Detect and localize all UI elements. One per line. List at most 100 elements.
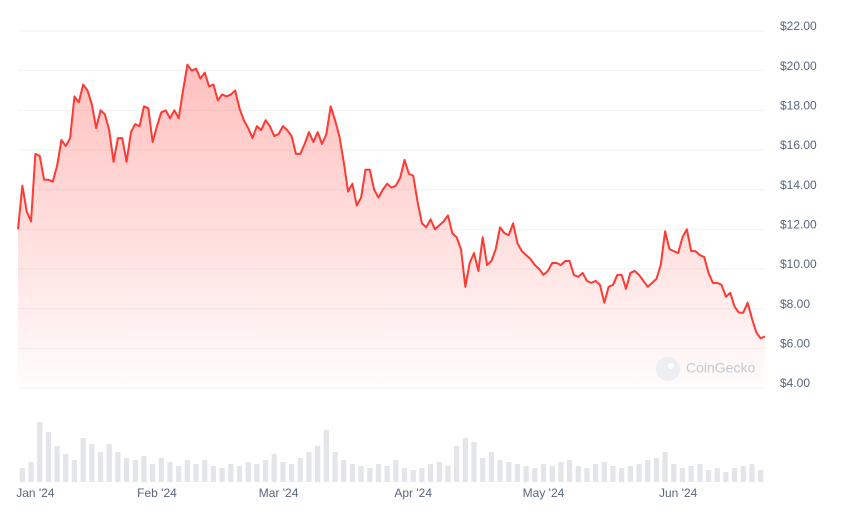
volume-bar [636, 464, 642, 482]
volume-bar [158, 458, 164, 482]
y-tick-label: $20.00 [780, 59, 817, 73]
y-tick-label: $22.00 [780, 19, 817, 33]
volume-bar [697, 464, 703, 482]
volume-bar [419, 468, 425, 482]
volume-bar [714, 468, 720, 482]
volume-bar [167, 462, 173, 482]
volume-bar [63, 454, 69, 482]
volume-bar [219, 468, 225, 482]
volume-bar [54, 446, 60, 482]
volume-bar [679, 468, 686, 482]
volume-bar [254, 464, 260, 482]
volume-bar [462, 438, 468, 482]
volume-bar [471, 442, 477, 482]
volume-bar [19, 468, 25, 482]
volume-bar [488, 452, 494, 482]
volume-bar [297, 458, 303, 482]
y-tick-label: $14.00 [780, 178, 817, 192]
volume-bar [89, 444, 95, 482]
volume-bar [584, 468, 590, 482]
y-tick-label: $8.00 [780, 297, 810, 311]
volume-bar [245, 462, 251, 482]
volume-bar [123, 458, 130, 482]
volume-bar [97, 452, 104, 482]
price-line [17, 63, 766, 340]
volume-bar [106, 444, 112, 482]
volume-bar [210, 466, 217, 482]
y-tick-label: $10.00 [780, 257, 817, 271]
x-tick-label: Feb '24 [137, 486, 177, 500]
volume-bar [37, 422, 43, 482]
y-tick-label: $6.00 [780, 337, 810, 351]
volume-bar [367, 468, 373, 482]
watermark-logo [656, 357, 680, 381]
volume-bar [332, 452, 338, 482]
volume-bar [193, 464, 199, 482]
volume-bar [71, 460, 78, 482]
volume-bar [384, 466, 390, 482]
watermark-text: CoinGecko [686, 360, 755, 376]
volume-bar [653, 458, 660, 482]
volume-bar [80, 438, 86, 482]
x-tick-label: Jan '24 [16, 486, 55, 500]
volume-bar [645, 460, 651, 482]
volume-bar [349, 464, 356, 482]
volume-bar [427, 464, 434, 482]
volume-bar [749, 464, 755, 482]
volume-bar [315, 446, 321, 482]
volume-bar [723, 472, 729, 482]
volume-bar [619, 468, 625, 482]
watermark-logo-eye [668, 363, 674, 369]
volume-bar [480, 458, 486, 482]
volume-bar [202, 460, 208, 482]
volume-bar [575, 466, 581, 482]
volume-bar [436, 462, 442, 482]
volume-bar [540, 464, 547, 482]
volume-bar [306, 452, 312, 482]
volume-bar [323, 430, 329, 482]
volume-bar [627, 466, 633, 482]
volume-bar [115, 452, 121, 482]
volume-bar [454, 446, 460, 482]
volume-bar [549, 466, 555, 482]
volume-bar [401, 468, 408, 482]
x-tick-label: May '24 [523, 486, 565, 500]
y-tick-label: $16.00 [780, 138, 817, 152]
volume-bar [445, 466, 451, 482]
volume-bar [184, 460, 190, 482]
volume-bar [228, 464, 234, 482]
volume-bar [236, 466, 243, 482]
volume-bar [141, 456, 147, 482]
volume-bar [150, 464, 156, 482]
volume-bar [566, 460, 573, 482]
volume-bar [506, 462, 512, 482]
volume-bar [610, 466, 616, 482]
volume-bar [688, 466, 694, 482]
volume-bar [45, 432, 52, 482]
x-tick-label: Apr '24 [394, 486, 432, 500]
volume-bar [523, 466, 529, 482]
volume-bar [358, 466, 364, 482]
volume-bar [558, 462, 564, 482]
volume-bar [280, 462, 286, 482]
volume-bar [758, 470, 764, 482]
volume-bar [601, 462, 607, 482]
volume-bar [341, 460, 347, 482]
y-tick-label: $12.00 [780, 218, 817, 232]
volume-bar [497, 460, 503, 482]
volume-bar [393, 460, 399, 482]
volume-bar [514, 464, 521, 482]
volume-bar [410, 470, 416, 482]
volume-bar [176, 466, 182, 482]
volume-bar [375, 464, 382, 482]
y-tick-label: $4.00 [780, 376, 810, 390]
volume-bar [705, 470, 712, 482]
volume-bar [662, 452, 668, 482]
volume-bar [671, 464, 677, 482]
price-area [18, 64, 765, 385]
volume-bar [289, 464, 295, 482]
volume-bar [271, 454, 277, 482]
volume-bar [593, 464, 599, 482]
